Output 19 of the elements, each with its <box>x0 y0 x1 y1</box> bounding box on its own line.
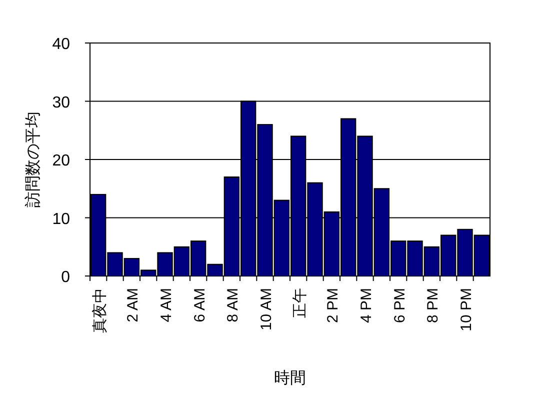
x-tick-label: 8 PM <box>424 288 442 324</box>
x-tick-label: 2 PM <box>324 288 342 324</box>
y-tick-label: 30 <box>52 94 70 112</box>
x-tick-label: 6 AM <box>191 288 208 322</box>
x-tick-label: 4 AM <box>158 288 175 322</box>
x-tick-label: 4 PM <box>358 288 375 324</box>
y-tick-label: 20 <box>52 152 70 170</box>
x-tick-label: 6 PM <box>391 288 408 324</box>
x-tick-label: 正午 <box>291 288 308 318</box>
x-tick-label: 2 AM <box>124 288 142 322</box>
y-tick-label: 40 <box>52 36 70 53</box>
x-tick-label: 真夜中 <box>91 288 108 333</box>
x-tick-label: 8 AM <box>224 288 242 322</box>
x-axis-title: 時間 <box>274 369 306 387</box>
x-tick-label: 10 PM <box>458 288 475 332</box>
x-tick-label: 10 AM <box>258 288 275 331</box>
y-tick-label: 0 <box>61 269 70 286</box>
y-axis-title: 訪問数の平均 <box>24 112 42 208</box>
y-tick-label: 10 <box>52 210 70 228</box>
